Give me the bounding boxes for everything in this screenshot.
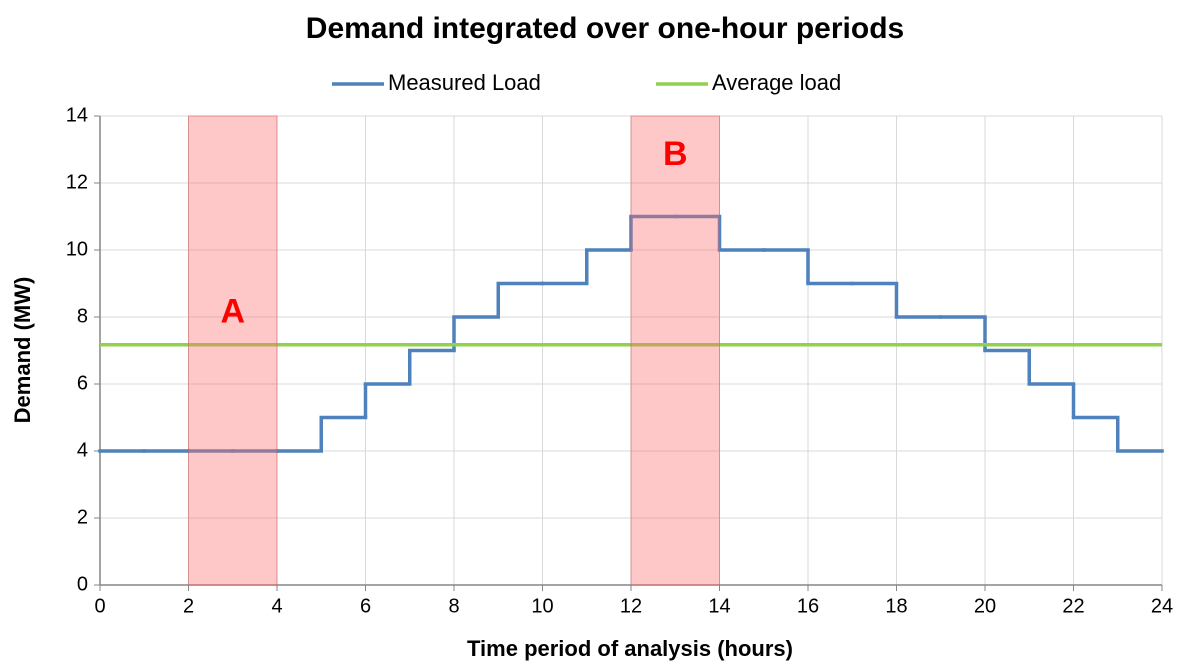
x-tick-label: 18	[885, 595, 907, 617]
y-tick-label: 8	[77, 305, 88, 327]
x-axis-label: Time period of analysis (hours)	[467, 636, 793, 661]
region	[630, 115, 720, 586]
region	[188, 115, 278, 586]
y-tick-label: 10	[66, 238, 88, 260]
y-tick-label: 14	[66, 104, 88, 126]
x-tick-label: 6	[360, 595, 371, 617]
y-tick-label: 12	[66, 171, 88, 193]
legend-label: Measured Load	[388, 70, 541, 95]
region-label: B	[663, 135, 688, 173]
x-tick-label: 4	[271, 595, 282, 617]
chart-title: Demand integrated over one-hour periods	[306, 12, 904, 45]
y-tick-label: 6	[77, 372, 88, 394]
x-tick-label: 22	[1062, 595, 1084, 617]
x-tick-label: 8	[448, 595, 459, 617]
x-tick-label: 14	[708, 595, 730, 617]
region-label: A	[220, 293, 245, 331]
x-tick-label: 20	[974, 595, 996, 617]
y-tick-label: 0	[77, 573, 88, 595]
y-tick-label: 2	[77, 506, 88, 528]
x-tick-label: 0	[94, 595, 105, 617]
y-axis-label: Demand (MW)	[10, 277, 35, 424]
y-tick-label: 4	[77, 439, 88, 461]
x-tick-label: 24	[1151, 595, 1173, 617]
x-tick-label: 2	[183, 595, 194, 617]
legend-label: Average load	[712, 70, 841, 95]
x-tick-label: 16	[797, 595, 819, 617]
x-tick-label: 10	[531, 595, 553, 617]
x-tick-label: 12	[620, 595, 642, 617]
